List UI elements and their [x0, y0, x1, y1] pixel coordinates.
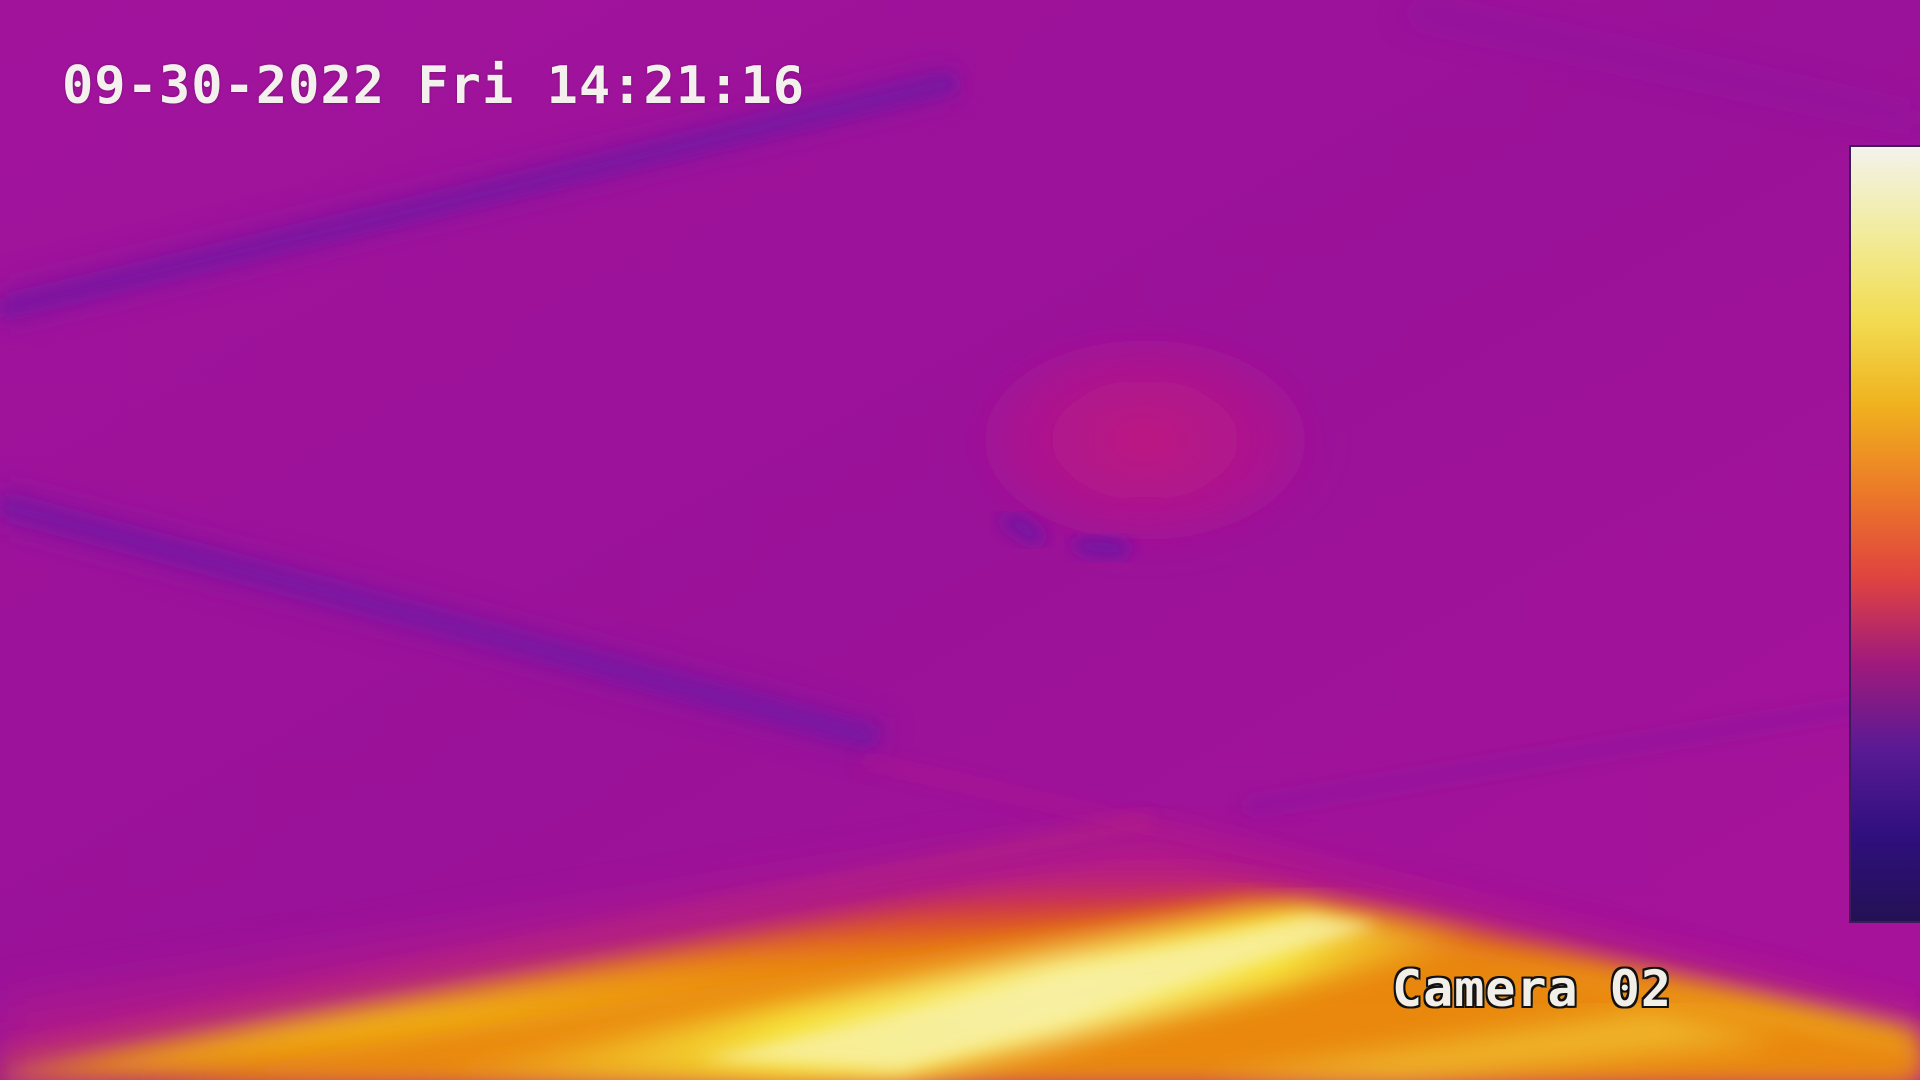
timestamp-overlay: 09-30-2022 Fri 14:21:16	[62, 56, 806, 116]
temperature-color-scale	[1849, 145, 1920, 923]
camera-label-overlay: Camera 02	[1392, 960, 1672, 1018]
